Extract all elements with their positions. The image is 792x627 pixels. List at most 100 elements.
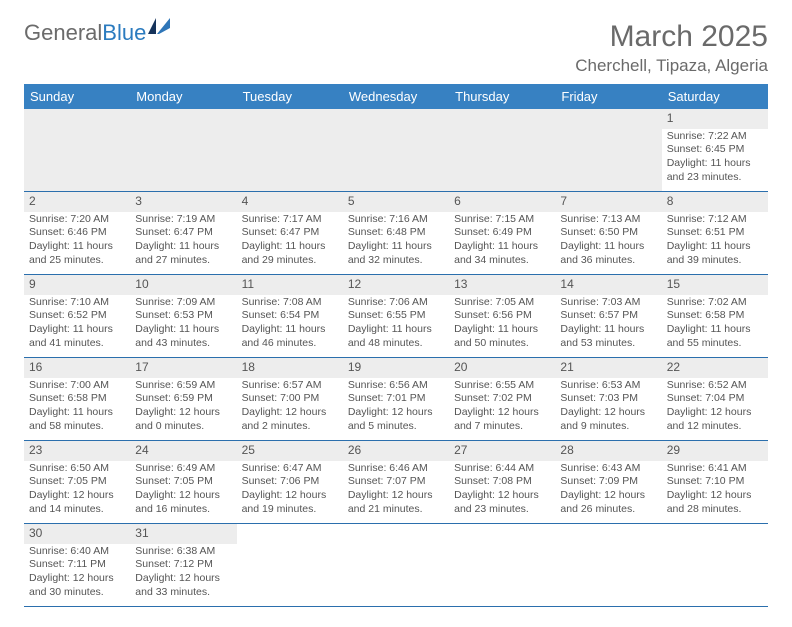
day-cell: 10Sunrise: 7:09 AMSunset: 6:53 PMDayligh…	[130, 275, 236, 358]
day-cell	[343, 109, 449, 192]
day-number: 8	[662, 192, 768, 212]
daylight-line: and 41 minutes.	[29, 337, 125, 351]
day-cell: 5Sunrise: 7:16 AMSunset: 6:48 PMDaylight…	[343, 192, 449, 275]
sunrise-line: Sunrise: 7:05 AM	[454, 296, 550, 310]
day-cell	[237, 109, 343, 192]
daylight-line: Daylight: 11 hours	[348, 240, 444, 254]
sunset-line: Sunset: 6:49 PM	[454, 226, 550, 240]
col-wednesday: Wednesday	[343, 84, 449, 109]
day-number: 2	[24, 192, 130, 212]
sunrise-line: Sunrise: 6:49 AM	[135, 462, 231, 476]
sunrise-line: Sunrise: 7:03 AM	[560, 296, 656, 310]
daylight-line: and 19 minutes.	[242, 503, 338, 517]
day-number: 20	[449, 358, 555, 378]
daylight-line: Daylight: 11 hours	[560, 323, 656, 337]
day-cell	[24, 109, 130, 192]
sunrise-line: Sunrise: 7:09 AM	[135, 296, 231, 310]
daylight-line: Daylight: 12 hours	[29, 489, 125, 503]
sunrise-line: Sunrise: 6:57 AM	[242, 379, 338, 393]
sunrise-line: Sunrise: 6:47 AM	[242, 462, 338, 476]
day-cell: 18Sunrise: 6:57 AMSunset: 7:00 PMDayligh…	[237, 358, 343, 441]
day-cell	[449, 524, 555, 607]
daylight-line: Daylight: 12 hours	[454, 489, 550, 503]
daylight-line: Daylight: 11 hours	[135, 240, 231, 254]
day-number: 9	[24, 275, 130, 295]
daylight-line: Daylight: 12 hours	[135, 572, 231, 586]
daylight-line: Daylight: 12 hours	[560, 406, 656, 420]
sunrise-line: Sunrise: 6:41 AM	[667, 462, 763, 476]
daylight-line: Daylight: 11 hours	[29, 323, 125, 337]
daylight-line: and 0 minutes.	[135, 420, 231, 434]
day-number: 27	[449, 441, 555, 461]
day-number: 10	[130, 275, 236, 295]
day-cell: 12Sunrise: 7:06 AMSunset: 6:55 PMDayligh…	[343, 275, 449, 358]
day-number: 31	[130, 524, 236, 544]
week-row: 1Sunrise: 7:22 AMSunset: 6:45 PMDaylight…	[24, 109, 768, 192]
sunrise-line: Sunrise: 6:43 AM	[560, 462, 656, 476]
daylight-line: and 26 minutes.	[560, 503, 656, 517]
day-number: 17	[130, 358, 236, 378]
sunrise-line: Sunrise: 7:12 AM	[667, 213, 763, 227]
logo-text-blue: Blue	[102, 20, 146, 46]
day-header-row: Sunday Monday Tuesday Wednesday Thursday…	[24, 84, 768, 109]
daylight-line: and 2 minutes.	[242, 420, 338, 434]
page-header: GeneralBlue March 2025 Cherchell, Tipaza…	[24, 20, 768, 76]
week-row: 16Sunrise: 7:00 AMSunset: 6:58 PMDayligh…	[24, 358, 768, 441]
col-monday: Monday	[130, 84, 236, 109]
day-number: 28	[555, 441, 661, 461]
month-title: March 2025	[575, 20, 768, 54]
sunrise-line: Sunrise: 6:38 AM	[135, 545, 231, 559]
day-cell: 22Sunrise: 6:52 AMSunset: 7:04 PMDayligh…	[662, 358, 768, 441]
daylight-line: Daylight: 12 hours	[667, 406, 763, 420]
sunset-line: Sunset: 6:57 PM	[560, 309, 656, 323]
sunset-line: Sunset: 6:53 PM	[135, 309, 231, 323]
day-cell: 19Sunrise: 6:56 AMSunset: 7:01 PMDayligh…	[343, 358, 449, 441]
day-cell	[555, 109, 661, 192]
week-row: 30Sunrise: 6:40 AMSunset: 7:11 PMDayligh…	[24, 524, 768, 607]
sunset-line: Sunset: 6:47 PM	[242, 226, 338, 240]
day-number: 29	[662, 441, 768, 461]
day-number: 23	[24, 441, 130, 461]
daylight-line: and 12 minutes.	[667, 420, 763, 434]
day-cell: 28Sunrise: 6:43 AMSunset: 7:09 PMDayligh…	[555, 441, 661, 524]
daylight-line: Daylight: 12 hours	[560, 489, 656, 503]
sunrise-line: Sunrise: 7:19 AM	[135, 213, 231, 227]
daylight-line: Daylight: 11 hours	[29, 240, 125, 254]
day-number: 30	[24, 524, 130, 544]
daylight-line: and 23 minutes.	[454, 503, 550, 517]
day-cell: 2Sunrise: 7:20 AMSunset: 6:46 PMDaylight…	[24, 192, 130, 275]
daylight-line: Daylight: 12 hours	[454, 406, 550, 420]
sunrise-line: Sunrise: 6:59 AM	[135, 379, 231, 393]
col-saturday: Saturday	[662, 84, 768, 109]
sunset-line: Sunset: 6:58 PM	[667, 309, 763, 323]
daylight-line: and 34 minutes.	[454, 254, 550, 268]
sunrise-line: Sunrise: 7:16 AM	[348, 213, 444, 227]
day-number: 25	[237, 441, 343, 461]
sunset-line: Sunset: 7:10 PM	[667, 475, 763, 489]
daylight-line: and 23 minutes.	[667, 171, 763, 185]
daylight-line: and 16 minutes.	[135, 503, 231, 517]
day-cell: 30Sunrise: 6:40 AMSunset: 7:11 PMDayligh…	[24, 524, 130, 607]
day-cell: 29Sunrise: 6:41 AMSunset: 7:10 PMDayligh…	[662, 441, 768, 524]
sunset-line: Sunset: 7:01 PM	[348, 392, 444, 406]
day-cell: 21Sunrise: 6:53 AMSunset: 7:03 PMDayligh…	[555, 358, 661, 441]
daylight-line: Daylight: 12 hours	[667, 489, 763, 503]
sunset-line: Sunset: 7:03 PM	[560, 392, 656, 406]
day-cell: 27Sunrise: 6:44 AMSunset: 7:08 PMDayligh…	[449, 441, 555, 524]
sunset-line: Sunset: 7:08 PM	[454, 475, 550, 489]
daylight-line: Daylight: 12 hours	[29, 572, 125, 586]
sunrise-line: Sunrise: 7:20 AM	[29, 213, 125, 227]
week-row: 23Sunrise: 6:50 AMSunset: 7:05 PMDayligh…	[24, 441, 768, 524]
day-number: 13	[449, 275, 555, 295]
day-number: 16	[24, 358, 130, 378]
day-cell	[449, 109, 555, 192]
col-sunday: Sunday	[24, 84, 130, 109]
day-cell: 26Sunrise: 6:46 AMSunset: 7:07 PMDayligh…	[343, 441, 449, 524]
sunset-line: Sunset: 6:59 PM	[135, 392, 231, 406]
day-cell: 13Sunrise: 7:05 AMSunset: 6:56 PMDayligh…	[449, 275, 555, 358]
sunset-line: Sunset: 7:02 PM	[454, 392, 550, 406]
daylight-line: and 30 minutes.	[29, 586, 125, 600]
daylight-line: and 29 minutes.	[242, 254, 338, 268]
daylight-line: and 43 minutes.	[135, 337, 231, 351]
day-cell: 9Sunrise: 7:10 AMSunset: 6:52 PMDaylight…	[24, 275, 130, 358]
